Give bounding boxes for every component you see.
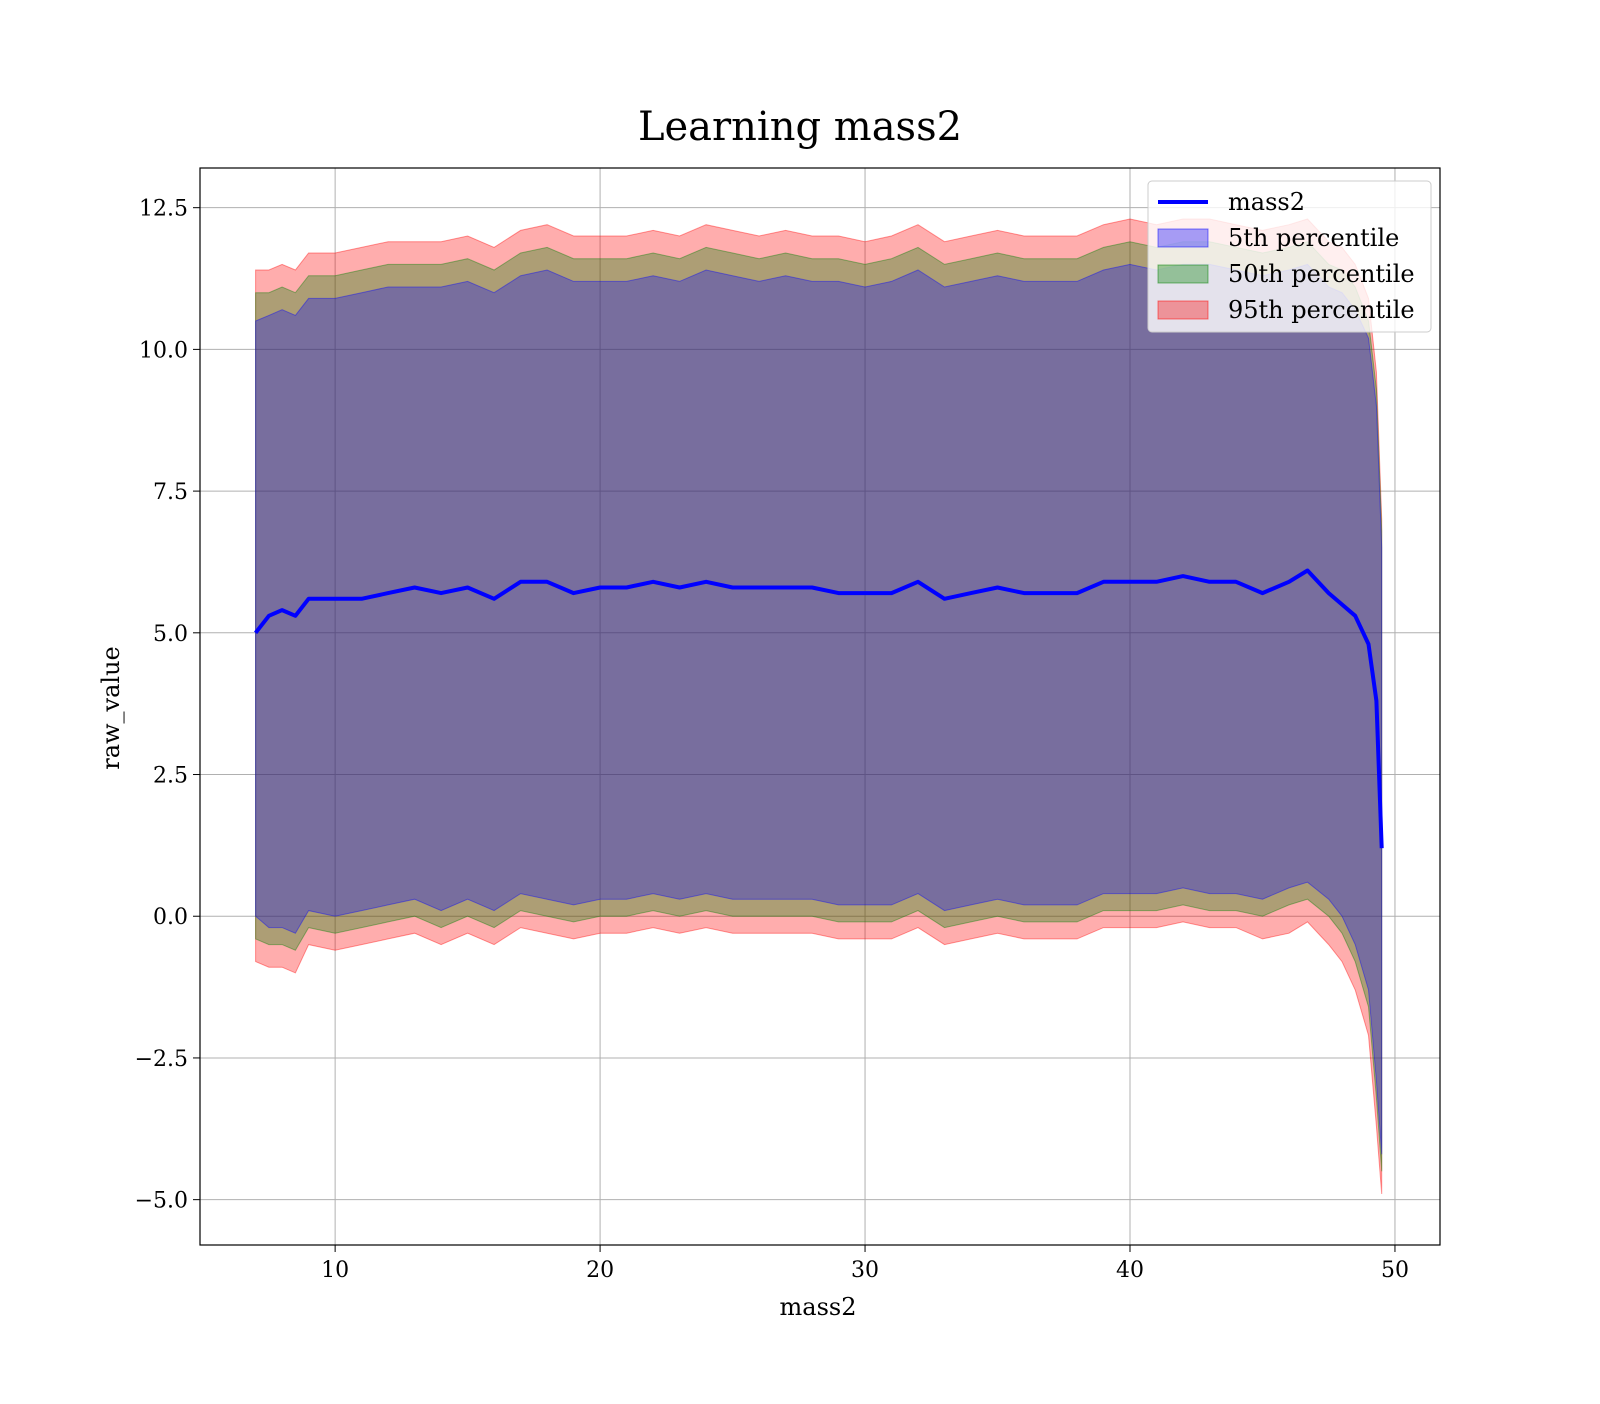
legend-swatch-50th-percentile xyxy=(1157,264,1209,284)
chart-title: Learning mass2 xyxy=(638,104,962,150)
series-line-mass2 xyxy=(254,568,1384,849)
y-tick-label: 0.0 xyxy=(153,905,188,930)
legend-label-mass2: mass2 xyxy=(1228,188,1305,216)
x-tick-label: 20 xyxy=(586,1258,614,1283)
y-tick-label: 10.0 xyxy=(139,338,188,363)
y-tick-label: 5.0 xyxy=(153,622,188,647)
legend-swatch-5th-percentile xyxy=(1157,228,1209,248)
x-tick-label: 30 xyxy=(851,1258,879,1283)
legend-label-95th-percentile: 95th percentile xyxy=(1228,296,1415,324)
y-tick-label: −2.5 xyxy=(135,1047,188,1072)
x-tick-label: 10 xyxy=(321,1258,349,1283)
legend: mass2 5th percentile 50th percentile 95th p… xyxy=(1147,180,1432,333)
legend-swatch-95th-percentile xyxy=(1157,300,1209,320)
y-tick-label: −5.0 xyxy=(135,1189,188,1214)
x-axis-label: mass2 xyxy=(780,1293,857,1321)
legend-label-50th-percentile: 50th percentile xyxy=(1228,260,1415,288)
band-5th-percentile xyxy=(255,263,1383,1155)
y-tick-label: 12.5 xyxy=(139,197,188,222)
axes-background xyxy=(200,168,1440,1245)
x-tick-label: 40 xyxy=(1116,1258,1144,1283)
band-95th-percentile xyxy=(255,218,1383,1195)
band-50th-percentile xyxy=(255,241,1383,1172)
legend-label-5th-percentile: 5th percentile xyxy=(1228,224,1399,252)
x-tick-label: 50 xyxy=(1381,1258,1409,1283)
y-tick-label: 7.5 xyxy=(153,480,188,505)
y-tick-label: 2.5 xyxy=(153,764,188,789)
plot-area: 10 20 30 40 50 −5.0 −2.5 0.0 2.5 5.0 7.5 10.0 12.5 xyxy=(135,167,1441,1283)
axes-frame xyxy=(199,167,1441,1246)
legend-box xyxy=(1147,180,1432,333)
y-axis-label: raw_value xyxy=(97,646,125,770)
